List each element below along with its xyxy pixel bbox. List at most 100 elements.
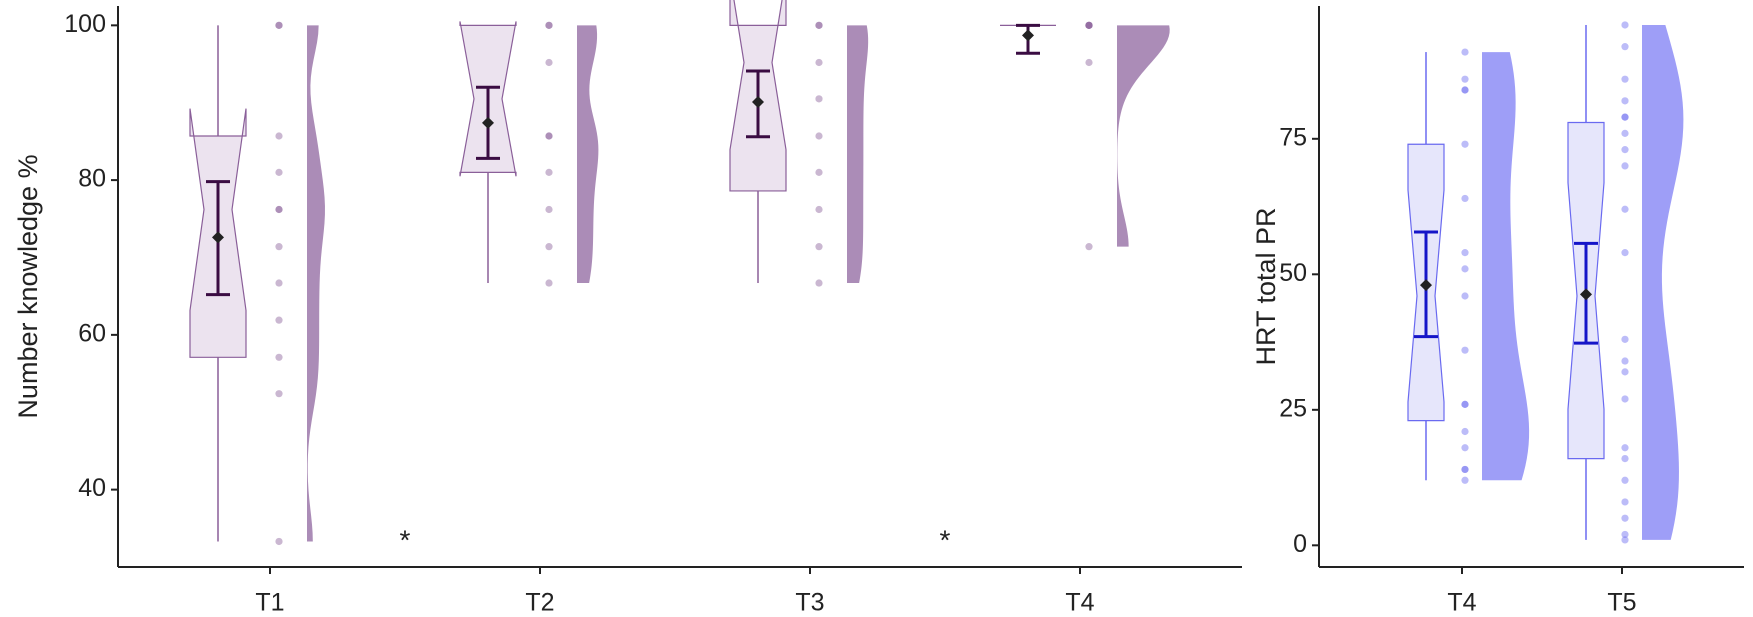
data-point bbox=[1085, 21, 1093, 29]
data-point bbox=[275, 390, 283, 398]
data-point bbox=[275, 168, 283, 176]
data-point bbox=[1621, 21, 1629, 29]
data-point bbox=[1461, 465, 1469, 474]
data-point bbox=[815, 58, 823, 67]
data-point bbox=[275, 537, 283, 546]
x-tick-label: T1 bbox=[255, 589, 284, 617]
data-point bbox=[1621, 395, 1629, 403]
data-point bbox=[1621, 249, 1629, 257]
data-point bbox=[275, 353, 283, 361]
x-tick-label: T4 bbox=[1065, 589, 1094, 617]
x-tick-label: T2 bbox=[525, 589, 554, 617]
data-point bbox=[1085, 243, 1093, 251]
y-tick-label: 0 bbox=[1293, 530, 1307, 558]
data-point bbox=[1461, 346, 1469, 354]
data-point bbox=[1621, 75, 1629, 83]
data-point bbox=[545, 21, 553, 29]
x-tick-label: T3 bbox=[795, 589, 824, 617]
data-point bbox=[1461, 86, 1469, 94]
data-point bbox=[1085, 21, 1093, 29]
data-point bbox=[815, 205, 823, 214]
data-point bbox=[1461, 249, 1469, 257]
data-point bbox=[1461, 400, 1469, 408]
data-point bbox=[1461, 476, 1469, 484]
data-point bbox=[1085, 21, 1093, 29]
data-point bbox=[275, 132, 283, 140]
data-point bbox=[1461, 48, 1469, 56]
data-point bbox=[1621, 476, 1629, 484]
data-point bbox=[275, 243, 283, 251]
data-point bbox=[275, 316, 283, 324]
data-point bbox=[1621, 162, 1629, 170]
y-tick-label: 80 bbox=[78, 165, 106, 193]
data-point bbox=[1085, 21, 1093, 29]
data-point bbox=[1461, 265, 1469, 273]
data-point bbox=[275, 205, 283, 214]
violin bbox=[577, 25, 599, 284]
y-tick-label: 100 bbox=[64, 10, 106, 38]
data-point bbox=[1461, 444, 1469, 452]
mean-marker bbox=[1022, 29, 1034, 42]
mean-marker bbox=[212, 231, 224, 244]
data-point bbox=[1461, 75, 1469, 83]
violin bbox=[847, 25, 869, 284]
x-tick-label: T4 bbox=[1447, 589, 1476, 617]
data-point bbox=[545, 132, 553, 140]
y-axis-title: Number knowledge % bbox=[13, 154, 43, 418]
data-point bbox=[815, 132, 823, 140]
mean-marker bbox=[1420, 279, 1432, 292]
data-point bbox=[275, 21, 283, 29]
data-point bbox=[1461, 194, 1469, 203]
y-tick-label: 25 bbox=[1279, 394, 1307, 422]
data-point bbox=[1461, 400, 1469, 408]
annotation: * bbox=[940, 524, 951, 555]
y-tick-label: 40 bbox=[78, 474, 106, 502]
data-point bbox=[1621, 146, 1629, 154]
data-point bbox=[1461, 140, 1469, 148]
data-point bbox=[275, 205, 283, 214]
data-point bbox=[815, 243, 823, 251]
data-point bbox=[1461, 86, 1469, 94]
data-point bbox=[1621, 113, 1629, 121]
data-point bbox=[1621, 514, 1629, 522]
data-point bbox=[1621, 129, 1629, 137]
x-tick-label: T5 bbox=[1607, 589, 1636, 617]
data-point bbox=[545, 132, 553, 140]
mean-marker bbox=[752, 95, 764, 108]
data-point bbox=[1621, 454, 1629, 463]
data-point bbox=[815, 21, 823, 29]
data-point bbox=[1461, 292, 1469, 300]
data-point bbox=[1621, 536, 1629, 544]
y-tick-label: 50 bbox=[1279, 259, 1307, 287]
y-axis-title: HRT total PR bbox=[1251, 207, 1281, 365]
data-point bbox=[1621, 498, 1629, 506]
violin bbox=[307, 25, 325, 542]
data-point bbox=[1621, 205, 1629, 213]
data-point bbox=[1621, 444, 1629, 452]
mean-marker bbox=[1580, 288, 1592, 301]
mean-marker bbox=[482, 116, 494, 129]
violin bbox=[1117, 25, 1170, 247]
violin bbox=[1482, 52, 1530, 481]
data-point bbox=[1621, 97, 1629, 105]
y-tick-label: 60 bbox=[78, 319, 106, 347]
data-point bbox=[815, 21, 823, 29]
violin bbox=[1642, 24, 1684, 540]
data-point bbox=[1621, 113, 1629, 121]
data-point bbox=[815, 279, 823, 287]
data-point bbox=[545, 279, 553, 287]
data-point bbox=[1621, 530, 1629, 539]
data-point bbox=[545, 58, 553, 67]
data-point bbox=[1621, 368, 1629, 376]
data-point bbox=[1621, 335, 1629, 343]
data-point bbox=[1085, 58, 1093, 67]
data-point bbox=[545, 168, 553, 176]
data-point bbox=[275, 21, 283, 29]
data-point bbox=[1621, 357, 1629, 365]
data-point bbox=[1461, 465, 1469, 474]
y-tick-label: 75 bbox=[1279, 123, 1307, 151]
data-point bbox=[275, 279, 283, 287]
data-point bbox=[545, 21, 553, 29]
data-point bbox=[545, 243, 553, 251]
